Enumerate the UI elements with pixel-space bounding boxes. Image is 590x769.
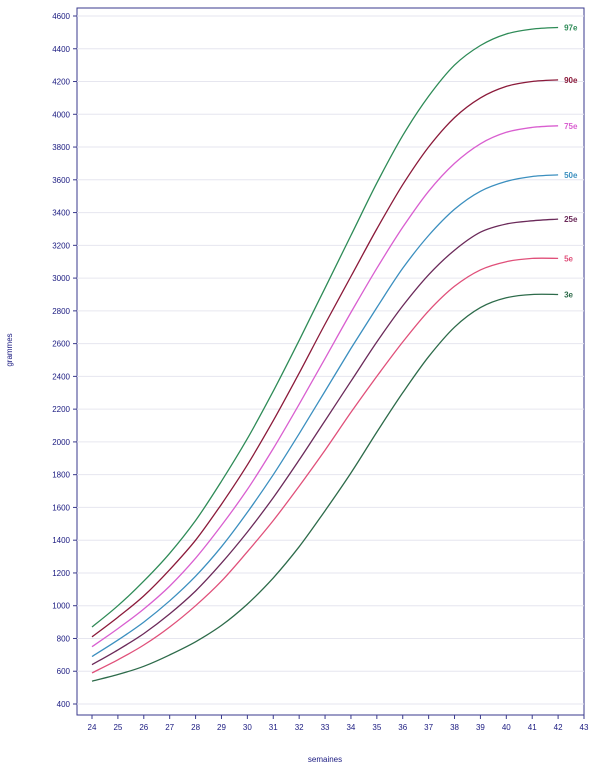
series-label-75e: 75e: [564, 122, 578, 131]
y-tick-label: 3800: [52, 143, 70, 152]
y-axis-ticks: 400 600 800 1000 1200 1400 1600 1800 2000 2200 240…: [52, 12, 77, 709]
y-tick-label: 2400: [52, 372, 70, 381]
y-tick-label: 1600: [52, 503, 70, 512]
x-axis-title: semaines: [308, 755, 342, 764]
plot-frame: [76, 7, 585, 716]
x-tick-label: 31: [269, 723, 278, 732]
series-line-50e: [91, 174, 559, 658]
x-tick-label: 41: [528, 723, 537, 732]
y-tick-label: 1000: [52, 602, 70, 611]
series-group: [91, 26, 559, 682]
y-tick-label: 2200: [52, 405, 70, 414]
y-axis-title: grammes: [5, 333, 14, 366]
x-tick-label: 26: [139, 723, 148, 732]
x-tick-label: 32: [295, 723, 304, 732]
x-tick-label: 42: [554, 723, 563, 732]
y-tick-label: 3200: [52, 241, 70, 250]
x-tick-label: 35: [372, 723, 381, 732]
x-axis-ticks: 24 25 26 27 28 29 30 31 32 33 34 35 36 37 38 39 40 41 42 43: [88, 715, 589, 732]
y-tick-label: 3600: [52, 176, 70, 185]
series-label-50e: 50e: [564, 171, 578, 180]
x-tick-label: 39: [476, 723, 485, 732]
y-tick-label: 800: [57, 634, 71, 643]
y-tick-label: 2000: [52, 438, 70, 447]
y-tick-label: 1400: [52, 536, 70, 545]
series-label-25e: 25e: [564, 215, 578, 224]
series-labels: 97e 90e 75e 50e 25e 5e 3e: [564, 23, 578, 299]
series-line-5e: [91, 257, 559, 674]
series-label-97e: 97e: [564, 23, 578, 32]
x-tick-label: 25: [113, 723, 122, 732]
y-tick-label: 1800: [52, 471, 70, 480]
y-tick-label: 4200: [52, 78, 70, 87]
y-tick-label: 4600: [52, 12, 70, 21]
series-line-75e: [91, 125, 559, 648]
series-line-90e: [91, 79, 559, 638]
x-tick-label: 37: [424, 723, 433, 732]
series-label-3e: 3e: [564, 290, 573, 299]
x-tick-label: 36: [398, 723, 407, 732]
y-tick-label: 3400: [52, 209, 70, 218]
series-line-25e: [91, 218, 559, 666]
series-line-97e: [91, 26, 559, 628]
y-tick-label: 4000: [52, 110, 70, 119]
x-tick-label: 29: [217, 723, 226, 732]
x-tick-label: 24: [88, 723, 97, 732]
x-tick-label: 28: [191, 723, 200, 732]
y-tick-label: 400: [57, 700, 71, 709]
x-tick-label: 33: [321, 723, 330, 732]
y-tick-label: 2600: [52, 340, 70, 349]
y-tick-label: 1200: [52, 569, 70, 578]
series-label-90e: 90e: [564, 76, 578, 85]
y-tick-label: 600: [57, 667, 71, 676]
series-line-3e: [91, 293, 559, 682]
x-tick-label: 40: [502, 723, 511, 732]
x-tick-label: 27: [165, 723, 174, 732]
y-tick-label: 3000: [52, 274, 70, 283]
x-tick-label: 38: [450, 723, 459, 732]
grid-lines: [77, 15, 584, 705]
x-tick-label: 34: [346, 723, 355, 732]
series-label-5e: 5e: [564, 254, 573, 263]
x-tick-label: 30: [243, 723, 252, 732]
x-tick-label: 43: [580, 723, 589, 732]
y-tick-label: 2800: [52, 307, 70, 316]
y-tick-label: 4400: [52, 45, 70, 54]
